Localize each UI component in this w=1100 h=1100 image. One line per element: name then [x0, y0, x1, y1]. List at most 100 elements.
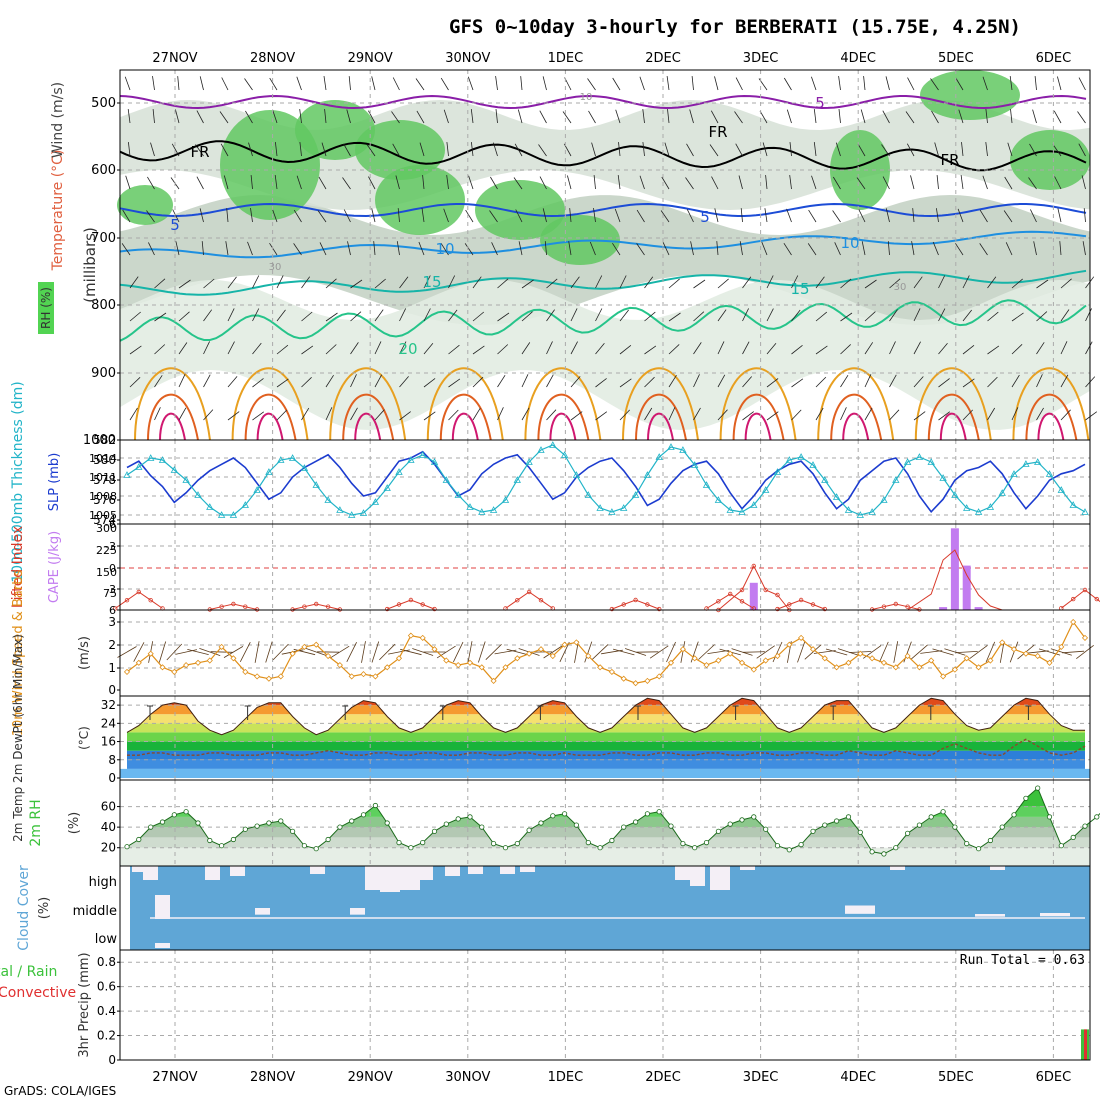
boundary-layer-contour	[647, 412, 674, 441]
wind-barb	[129, 407, 138, 421]
wind-speed-point	[963, 655, 970, 662]
tick-label: 578	[93, 473, 116, 487]
lifted-index-point	[219, 604, 224, 609]
cloud-high-bar	[445, 866, 460, 876]
wind-barb	[735, 143, 743, 157]
bottom-date-label: 3DEC	[743, 1070, 779, 1085]
contour-label: 15	[422, 273, 441, 291]
wind-barb	[325, 407, 333, 421]
wind-barb	[366, 144, 376, 157]
rh-point	[550, 813, 556, 819]
wind-barb-10m	[797, 641, 806, 663]
wind-barb	[472, 311, 485, 322]
wind-barb	[766, 378, 779, 388]
rh-point	[810, 828, 816, 834]
cape-lifted-axis: -6 -3 0 3 6 300 225 150 75	[96, 518, 120, 617]
rh-point	[904, 830, 911, 836]
wind-barb	[219, 111, 229, 124]
wind-barb	[987, 376, 998, 388]
thickness-point	[466, 503, 474, 510]
wind-barb	[1034, 76, 1037, 91]
wind-barb	[614, 208, 621, 223]
wind-speed-point	[987, 657, 994, 664]
wind-barb	[931, 110, 939, 124]
wind-speed-point	[644, 677, 651, 684]
wind-barb	[985, 109, 988, 124]
precip-bars	[1081, 1029, 1089, 1060]
wind-speed-point	[951, 666, 958, 673]
wind-speed-point	[857, 650, 864, 657]
rh-point	[171, 812, 177, 818]
wind-unit: (m/s)	[77, 636, 92, 670]
wind-barb	[129, 276, 139, 289]
cloud-panel: high middle low Cloud Cover (%)	[16, 865, 1091, 951]
thickness-point	[974, 508, 983, 515]
tick-label: 0	[108, 1053, 116, 1067]
tick-label: 24	[101, 716, 116, 730]
wind-barb	[443, 109, 449, 124]
wind-barb	[178, 342, 188, 355]
wind-barb	[861, 241, 866, 256]
wind-barb	[152, 109, 155, 124]
lifted-index-point	[515, 598, 520, 603]
boundary-layer-contour	[744, 412, 772, 441]
thickness-point	[963, 504, 971, 511]
wind-barb	[717, 278, 729, 289]
wind-barb-10m	[265, 641, 273, 663]
wind-speed-point	[833, 664, 840, 671]
wind-speed-point	[798, 634, 805, 641]
rh-point	[242, 826, 248, 832]
wind-speed-point	[916, 664, 923, 671]
wind-barb-10m	[772, 641, 783, 663]
tick-label: 600	[91, 163, 116, 178]
thickness-point	[265, 468, 273, 475]
wind-speed-point	[265, 675, 272, 682]
wind-barb	[1011, 374, 1020, 388]
boundary-layer-contour	[549, 412, 577, 441]
cloud-high-bar	[675, 866, 690, 880]
wind-barb	[227, 376, 238, 388]
tick-label: 0	[108, 683, 116, 697]
cloud-high-bar	[400, 866, 420, 890]
wind-barb	[815, 407, 824, 421]
wind-barb	[619, 275, 627, 289]
wind-speed-point	[762, 657, 769, 664]
slp-label: SLP (mb)	[47, 453, 62, 512]
thickness-point	[430, 458, 439, 465]
wind-barb	[710, 110, 719, 124]
wind-speed-point	[928, 657, 935, 664]
temperature-contour	[119, 140, 1087, 172]
wind-speed-point	[774, 652, 781, 660]
wind-speed-point	[869, 655, 876, 662]
wind-barb	[178, 279, 191, 289]
wind-barb	[1078, 77, 1086, 91]
precip-axis: 0.8 0.6 0.4 0.2 0	[97, 955, 120, 1067]
wind-barb	[711, 176, 719, 190]
wind-barb	[618, 142, 621, 157]
rh-humid-area	[920, 70, 1020, 120]
wind-barb	[196, 176, 204, 190]
wind-barb	[885, 208, 890, 223]
wind-barb	[958, 109, 964, 124]
tick-label: 582	[93, 433, 116, 447]
wind-speed-point	[336, 662, 343, 669]
wind-barb	[815, 376, 827, 388]
wind-barb	[693, 311, 705, 322]
wind-barb	[150, 142, 155, 157]
thickness-point	[620, 504, 628, 511]
wind-barb	[693, 374, 700, 388]
lifted-index-point	[1070, 596, 1076, 602]
rh-point	[845, 814, 852, 820]
wind-barb	[834, 242, 841, 256]
wind-barb	[319, 242, 327, 256]
wind-barb	[595, 411, 608, 421]
wind-barb	[491, 242, 498, 256]
wind-speed-point	[502, 664, 509, 671]
wind-barb	[221, 77, 229, 91]
wind-barb	[325, 278, 337, 289]
wind-speed-point	[880, 659, 887, 666]
cloud-high-bar	[310, 866, 325, 874]
wind-barb	[495, 109, 498, 124]
wind-barb	[734, 111, 743, 124]
wind-barb	[619, 409, 630, 421]
